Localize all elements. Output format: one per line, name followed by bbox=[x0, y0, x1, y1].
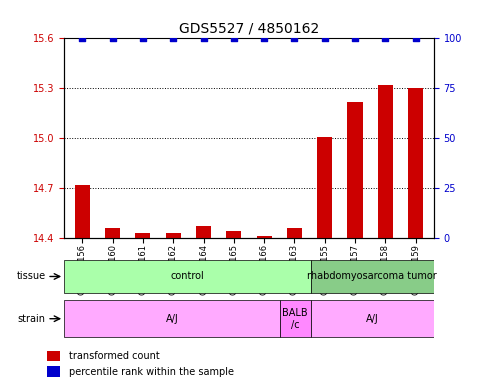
Point bbox=[290, 35, 298, 41]
Point bbox=[412, 35, 420, 41]
Text: rhabdomyosarcoma tumor: rhabdomyosarcoma tumor bbox=[307, 271, 437, 281]
Bar bbox=[135, 233, 150, 238]
Point bbox=[200, 35, 208, 41]
Text: A/J: A/J bbox=[166, 314, 178, 324]
Title: GDS5527 / 4850162: GDS5527 / 4850162 bbox=[179, 22, 319, 36]
Bar bbox=[47, 366, 60, 377]
Text: strain: strain bbox=[18, 314, 46, 324]
Bar bbox=[317, 137, 332, 238]
Bar bbox=[256, 237, 272, 238]
FancyBboxPatch shape bbox=[280, 300, 311, 337]
Bar bbox=[196, 227, 211, 238]
Text: transformed count: transformed count bbox=[69, 351, 160, 361]
Point bbox=[108, 35, 116, 41]
Point bbox=[382, 35, 389, 41]
Point bbox=[321, 35, 329, 41]
Text: A/J: A/J bbox=[366, 314, 379, 324]
Text: BALB
/c: BALB /c bbox=[282, 308, 308, 329]
Text: tissue: tissue bbox=[16, 271, 46, 281]
Point bbox=[139, 35, 147, 41]
FancyBboxPatch shape bbox=[64, 300, 280, 337]
Bar bbox=[378, 85, 393, 238]
FancyBboxPatch shape bbox=[311, 260, 434, 293]
Bar bbox=[47, 351, 60, 361]
Text: percentile rank within the sample: percentile rank within the sample bbox=[69, 366, 234, 377]
Point bbox=[78, 35, 86, 41]
Bar bbox=[166, 233, 181, 238]
Point bbox=[169, 35, 177, 41]
FancyBboxPatch shape bbox=[311, 300, 434, 337]
Bar bbox=[75, 185, 90, 238]
Point bbox=[260, 35, 268, 41]
Bar bbox=[287, 228, 302, 238]
Point bbox=[351, 35, 359, 41]
Bar bbox=[408, 88, 423, 238]
Text: control: control bbox=[171, 271, 204, 281]
Point bbox=[230, 35, 238, 41]
Bar bbox=[105, 228, 120, 238]
Bar bbox=[226, 232, 242, 238]
Bar bbox=[348, 102, 363, 238]
FancyBboxPatch shape bbox=[64, 260, 311, 293]
